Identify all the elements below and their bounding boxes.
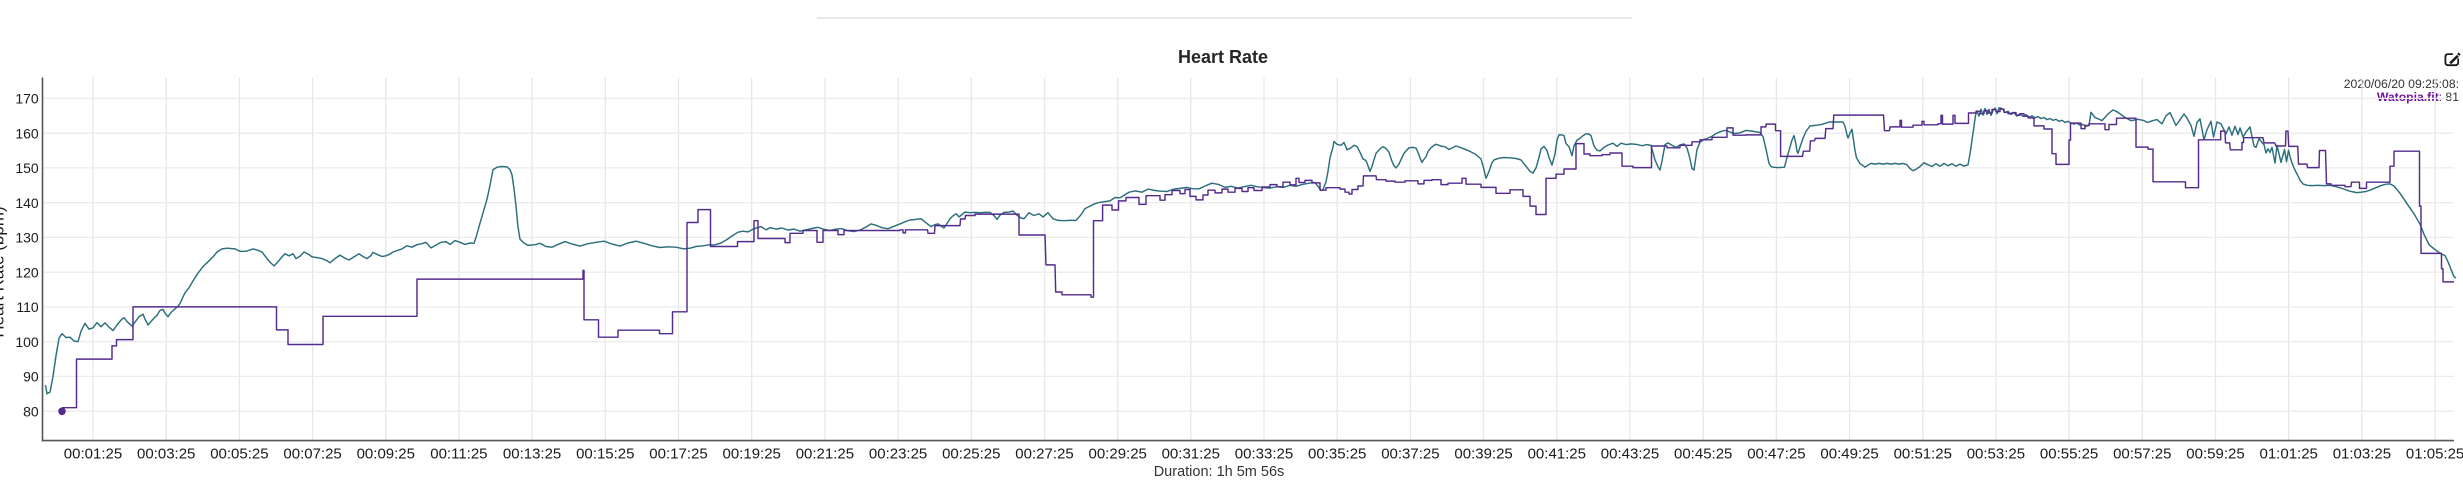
svg-text:80: 80 [23, 403, 39, 419]
svg-text:00:29:25: 00:29:25 [1089, 446, 1147, 463]
svg-text:00:15:25: 00:15:25 [576, 446, 634, 463]
svg-text:00:11:25: 00:11:25 [430, 446, 487, 463]
svg-text:120: 120 [15, 264, 39, 280]
svg-text:00:31:25: 00:31:25 [1162, 446, 1220, 463]
svg-text:01:03:25: 01:03:25 [2333, 446, 2391, 463]
svg-text:00:41:25: 00:41:25 [1528, 446, 1586, 463]
svg-text:00:23:25: 00:23:25 [869, 446, 927, 463]
svg-text:90: 90 [23, 369, 39, 385]
svg-text:00:51:25: 00:51:25 [1894, 446, 1952, 463]
svg-text:100: 100 [15, 334, 39, 350]
svg-text:170: 170 [15, 91, 39, 107]
svg-text:00:37:25: 00:37:25 [1381, 446, 1439, 463]
svg-text:00:53:25: 00:53:25 [1967, 446, 2025, 463]
svg-text:00:13:25: 00:13:25 [503, 446, 561, 463]
svg-text:00:43:25: 00:43:25 [1601, 446, 1659, 463]
svg-text:01:05:25: 01:05:25 [2406, 446, 2463, 463]
svg-text:01:01:25: 01:01:25 [2260, 446, 2318, 463]
svg-text:00:35:25: 00:35:25 [1308, 446, 1366, 463]
svg-text:00:57:25: 00:57:25 [2113, 446, 2171, 463]
svg-text:00:25:25: 00:25:25 [942, 446, 1000, 463]
svg-text:00:33:25: 00:33:25 [1235, 446, 1293, 463]
svg-text:00:07:25: 00:07:25 [283, 446, 341, 463]
svg-text:140: 140 [15, 195, 39, 211]
svg-text:00:49:25: 00:49:25 [1820, 446, 1878, 463]
svg-text:00:45:25: 00:45:25 [1674, 446, 1732, 463]
svg-text:130: 130 [15, 230, 39, 246]
svg-text:00:39:25: 00:39:25 [1454, 446, 1512, 463]
svg-text:00:27:25: 00:27:25 [1015, 446, 1073, 463]
svg-text:00:21:25: 00:21:25 [796, 446, 854, 463]
svg-text:00:55:25: 00:55:25 [2040, 446, 2098, 463]
svg-text:00:05:25: 00:05:25 [210, 446, 268, 463]
svg-text:00:19:25: 00:19:25 [723, 446, 781, 463]
svg-text:160: 160 [15, 125, 39, 141]
svg-text:00:01:25: 00:01:25 [64, 446, 122, 463]
svg-text:110: 110 [16, 299, 39, 315]
svg-text:00:59:25: 00:59:25 [2186, 446, 2244, 463]
svg-text:150: 150 [15, 160, 39, 176]
svg-text:00:09:25: 00:09:25 [357, 446, 415, 463]
svg-text:00:47:25: 00:47:25 [1747, 446, 1805, 463]
svg-text:Heart Rate (bpm): Heart Rate (bpm) [0, 206, 8, 337]
svg-text:00:03:25: 00:03:25 [137, 446, 195, 463]
svg-text:00:17:25: 00:17:25 [649, 446, 707, 463]
